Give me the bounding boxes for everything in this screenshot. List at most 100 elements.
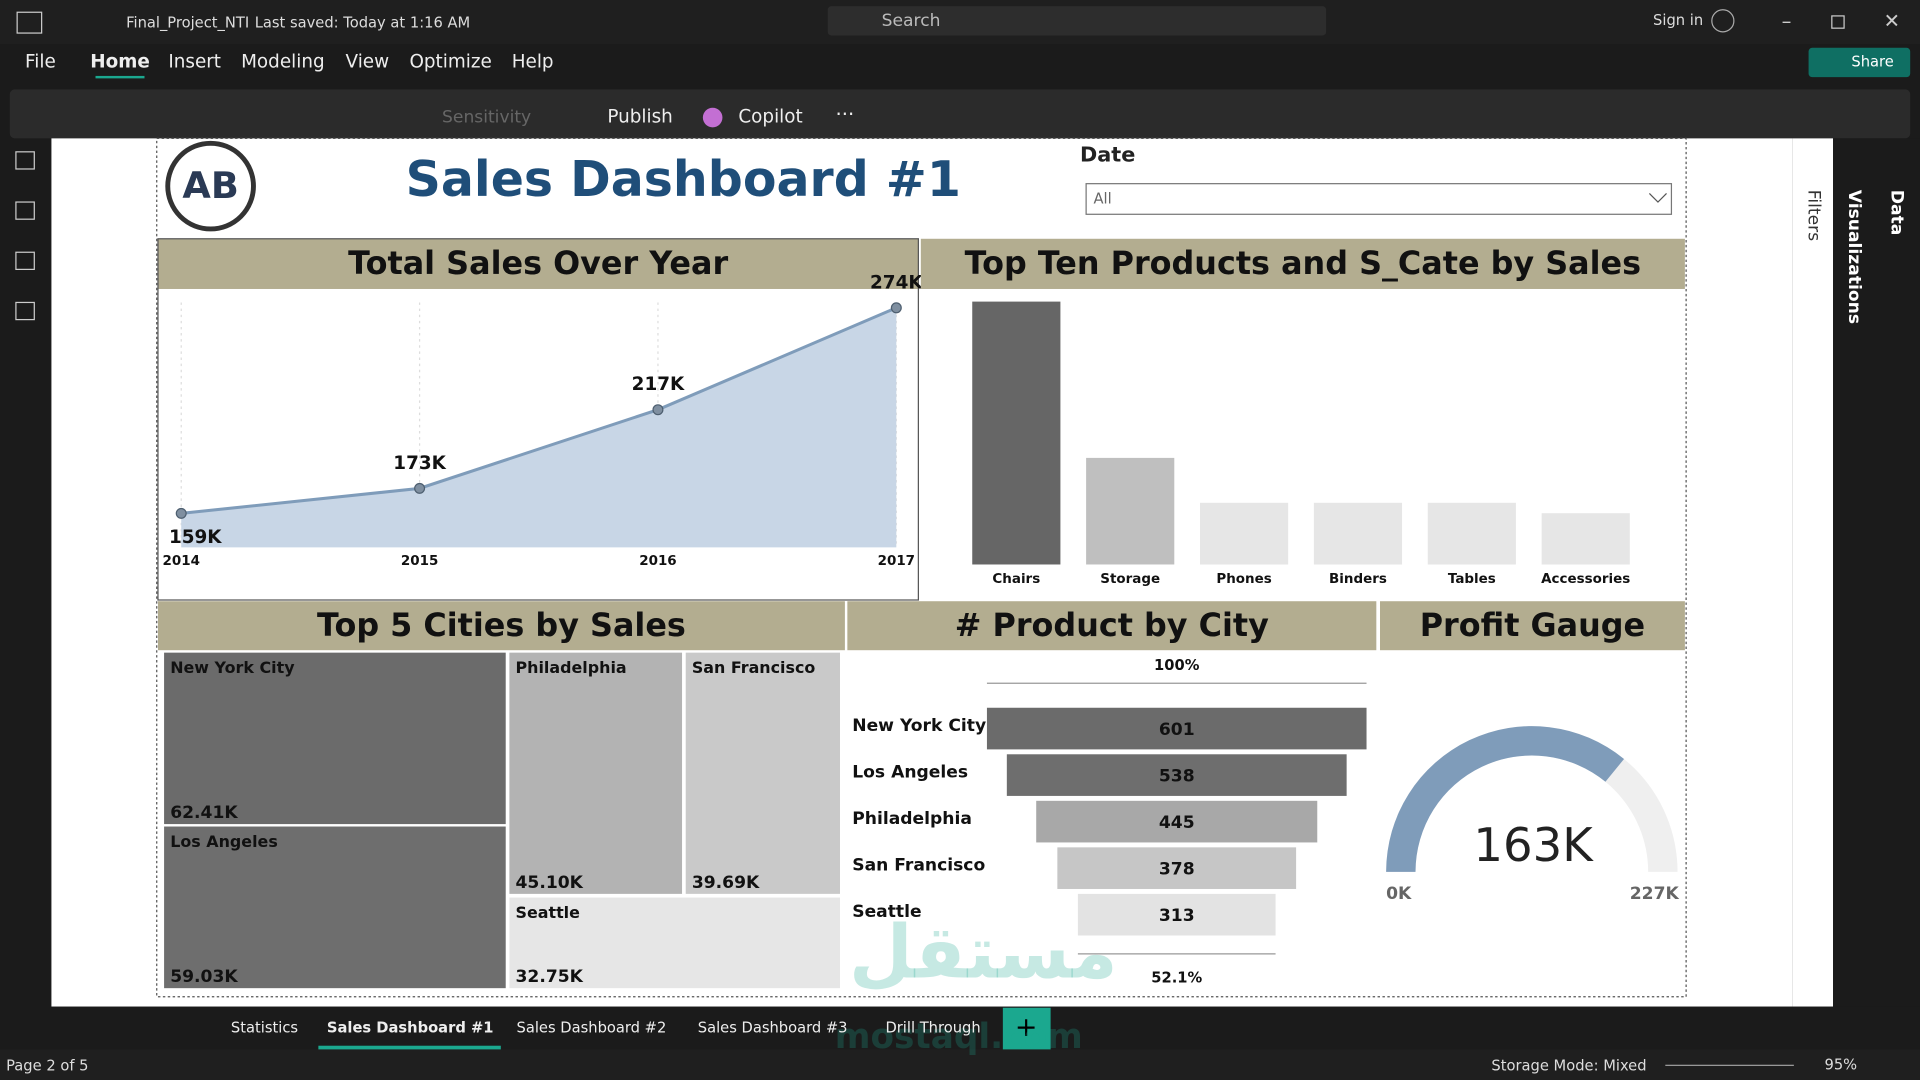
pane-tab[interactable]: Filters — [1803, 190, 1823, 241]
gauge-max: 227K — [1630, 884, 1680, 904]
sign-in[interactable]: Sign in — [1653, 12, 1703, 29]
visual-title: Top 5 Cities by Sales — [317, 606, 686, 644]
x-tick-label: 2014 — [162, 554, 199, 569]
nav-icon[interactable] — [15, 301, 35, 321]
save-icon[interactable] — [16, 11, 43, 34]
gauge-fill — [1386, 726, 1625, 872]
page-status: Page 2 of 5 — [6, 1058, 88, 1075]
slicer-dropdown[interactable] — [1085, 183, 1673, 215]
visual-title: Profit Gauge — [1420, 606, 1645, 644]
report-page — [156, 137, 1687, 998]
tile-value: 32.75K — [516, 967, 584, 987]
add-icon: + — [1015, 1012, 1038, 1043]
menu-item[interactable]: File — [25, 51, 56, 72]
funnel-category: New York City — [852, 716, 986, 736]
visual-header — [157, 238, 919, 289]
logo: AB — [182, 164, 238, 207]
menu-item[interactable]: Help — [512, 51, 554, 72]
point — [652, 404, 664, 416]
visual-title: Top Ten Products and S_Cate by Sales — [965, 244, 1641, 282]
funnel-category: San Francisco — [852, 856, 985, 876]
x-tick-label: Phones — [1216, 572, 1271, 587]
more[interactable]: ··· — [836, 103, 855, 126]
copilot-icon — [702, 107, 723, 128]
home-underline — [95, 75, 145, 79]
file-name: Final_Project_NTI — [126, 14, 249, 31]
tile-value: 39.69K — [692, 873, 760, 893]
page-tab[interactable]: Sales Dashboard #1 — [327, 1020, 494, 1037]
watermark: mostaql.com — [835, 1017, 1083, 1057]
close[interactable]: ✕ — [1884, 10, 1900, 33]
page-tab[interactable]: Drill Through — [885, 1020, 980, 1037]
funnel-top-label: 100% — [1154, 657, 1200, 674]
treemap-tile — [164, 826, 506, 989]
funnel-bottom-label: 52.1% — [1151, 969, 1202, 986]
line — [181, 306, 897, 515]
x-tick-label: Chairs — [992, 572, 1040, 587]
visual-header — [1380, 601, 1685, 651]
publish[interactable]: Publish — [607, 107, 672, 128]
nav-icon[interactable] — [15, 201, 35, 220]
watermark: مستقل — [849, 911, 1118, 996]
funnel-value: 445 — [1159, 813, 1195, 833]
status-bar — [0, 1049, 1920, 1080]
chevron[interactable] — [1648, 193, 1667, 203]
point — [890, 302, 902, 314]
menu-item[interactable]: Home — [90, 51, 150, 72]
page-tab[interactable]: Sales Dashboard #2 — [517, 1020, 667, 1037]
visual-header — [847, 601, 1377, 651]
tile-label: Philadelphia — [516, 658, 627, 677]
copilot[interactable]: Copilot — [738, 107, 802, 128]
x-tick-label: Accessories — [1541, 572, 1630, 587]
page-tab[interactable]: Statistics — [231, 1020, 298, 1037]
nav-icon[interactable] — [15, 251, 35, 270]
data-label: 217K — [632, 374, 685, 395]
funnel-category: Seattle — [852, 902, 921, 922]
tile-label: San Francisco — [692, 658, 816, 677]
filters-pane[interactable] — [1792, 138, 1834, 1007]
menu-item[interactable]: Optimize — [409, 51, 491, 72]
share-button[interactable] — [1808, 47, 1911, 78]
storage-mode: Storage Mode: Mixed — [1491, 1058, 1646, 1075]
add-page[interactable] — [1002, 1007, 1051, 1050]
menu-item[interactable]: Modeling — [241, 51, 325, 72]
menu-item[interactable]: Insert — [168, 51, 221, 72]
funnel-category: Philadelphia — [852, 809, 972, 829]
share-label[interactable]: Share — [1851, 53, 1893, 70]
tile-label: Seattle — [516, 903, 581, 922]
x-tick-label: 2015 — [401, 554, 438, 569]
bar — [1427, 502, 1516, 565]
report-title: Sales Dashboard #1 — [406, 151, 961, 208]
slicer-value[interactable]: All — [1093, 191, 1111, 208]
bar — [1313, 502, 1403, 565]
x-tick-label: Binders — [1329, 572, 1387, 587]
tile-value: 62.41K — [170, 803, 238, 823]
search-label[interactable]: Search — [882, 11, 941, 31]
x-tick-label: 2017 — [878, 554, 915, 569]
visual-frame — [157, 238, 919, 601]
gauge-min: 0K — [1386, 884, 1412, 904]
page-tab[interactable]: Sales Dashboard #3 — [698, 1020, 848, 1037]
maximize[interactable] — [1831, 15, 1845, 29]
bar — [1200, 502, 1289, 565]
visual-title: # Product by City — [955, 606, 1269, 644]
x-tick-label: Storage — [1100, 572, 1160, 587]
avatar[interactable] — [1711, 9, 1735, 33]
side-panes — [1833, 138, 1920, 1007]
nav-icon[interactable] — [15, 151, 35, 170]
search-box[interactable] — [827, 6, 1327, 36]
data-label: 159K — [169, 527, 222, 548]
visual-header — [157, 601, 845, 651]
menu-item[interactable]: View — [346, 51, 390, 72]
funnel-category: Los Angeles — [852, 763, 968, 783]
x-tick-label: 2016 — [639, 554, 676, 569]
pane-tab[interactable]: Data — [1887, 190, 1907, 236]
minimize[interactable]: – — [1782, 10, 1792, 33]
pane-tab[interactable]: Visualizations — [1844, 190, 1864, 324]
point — [175, 507, 187, 519]
tile-label: New York City — [170, 658, 295, 677]
zoom[interactable]: 95% — [1824, 1056, 1857, 1073]
treemap-tile — [509, 652, 683, 894]
